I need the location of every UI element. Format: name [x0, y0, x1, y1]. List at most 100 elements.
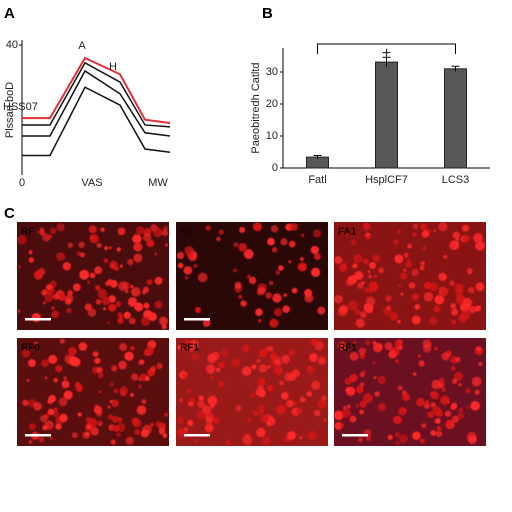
cell: [17, 265, 21, 269]
cell: [250, 392, 256, 398]
cell: [398, 407, 407, 416]
cell: [299, 256, 305, 262]
cell: [95, 298, 102, 305]
cell: [44, 293, 54, 303]
cell: [352, 263, 358, 269]
cell: [164, 243, 169, 247]
cell: [349, 415, 357, 423]
cell: [363, 393, 373, 403]
cell: [130, 285, 134, 289]
cell: [111, 365, 118, 372]
cell: [362, 370, 366, 374]
cell: [44, 376, 48, 380]
image-bg: [176, 338, 328, 446]
cell: [238, 294, 243, 299]
cell: [258, 364, 268, 373]
cell: [419, 265, 425, 271]
cell: [288, 259, 292, 264]
cell: [457, 412, 465, 420]
annotation: H: [109, 61, 117, 73]
cell: [86, 280, 91, 284]
cell: [474, 389, 480, 395]
cell: [458, 407, 464, 413]
cell: [125, 436, 134, 445]
cell: [177, 262, 184, 269]
cell: [252, 222, 262, 232]
cell: [270, 225, 279, 233]
cell: [48, 394, 57, 403]
cell: [424, 281, 432, 290]
cell: [440, 395, 450, 405]
cell: [258, 389, 266, 397]
cell: [364, 303, 370, 310]
cell: [420, 223, 428, 231]
cell: [272, 293, 282, 303]
cell: [289, 222, 298, 231]
cell: [310, 380, 321, 390]
cell: [71, 357, 81, 367]
x-tick-label: HsplCF7: [365, 174, 408, 186]
cell: [37, 230, 41, 234]
cell: [205, 416, 214, 425]
image-label: FA1: [338, 227, 357, 238]
cell: [233, 242, 239, 248]
cell: [475, 282, 485, 292]
cell: [111, 415, 119, 423]
cell: [113, 388, 119, 394]
cell: [397, 385, 403, 391]
cell: [267, 237, 275, 246]
cell: [21, 348, 31, 358]
cell: [282, 305, 291, 314]
cell: [124, 351, 134, 361]
cell: [233, 268, 238, 273]
cell: [291, 369, 300, 378]
cell: [444, 410, 452, 417]
cell: [462, 297, 473, 308]
cell: [449, 280, 455, 286]
cell: [372, 341, 377, 345]
cell: [53, 377, 59, 383]
cell: [368, 261, 377, 269]
cell: [44, 420, 54, 430]
cell: [461, 224, 470, 232]
cell: [334, 294, 343, 304]
cell: [310, 245, 319, 255]
cell: [117, 312, 123, 318]
cell: [395, 441, 400, 446]
image-label: RF1: [338, 343, 357, 354]
cell: [465, 388, 471, 394]
cell: [281, 354, 290, 364]
cell: [243, 249, 254, 260]
cell: [357, 437, 363, 443]
cell: [130, 373, 139, 381]
cell: [161, 229, 169, 237]
cell: [111, 264, 115, 268]
cell: [164, 412, 169, 417]
x-tick-label: 0: [19, 177, 25, 189]
micrograph: RF0: [17, 338, 169, 446]
cell: [108, 246, 112, 250]
cell: [414, 304, 421, 310]
cell: [354, 309, 361, 315]
cell: [268, 346, 274, 352]
cell: [202, 405, 212, 415]
cell: [450, 303, 457, 309]
cell: [92, 351, 99, 358]
cell: [204, 423, 214, 433]
cell: [137, 384, 142, 389]
cell: [438, 222, 448, 232]
cell: [452, 231, 460, 240]
cell: [374, 391, 380, 397]
cell: [307, 430, 317, 440]
cell: [355, 404, 359, 408]
cell: [191, 353, 199, 361]
cell: [79, 252, 86, 258]
cell: [63, 376, 67, 381]
cell: [451, 402, 458, 409]
cell: [288, 240, 296, 248]
cell: [225, 439, 232, 446]
cell: [61, 380, 70, 389]
cell: [372, 254, 380, 262]
cell: [41, 289, 48, 296]
cell: [346, 404, 351, 409]
